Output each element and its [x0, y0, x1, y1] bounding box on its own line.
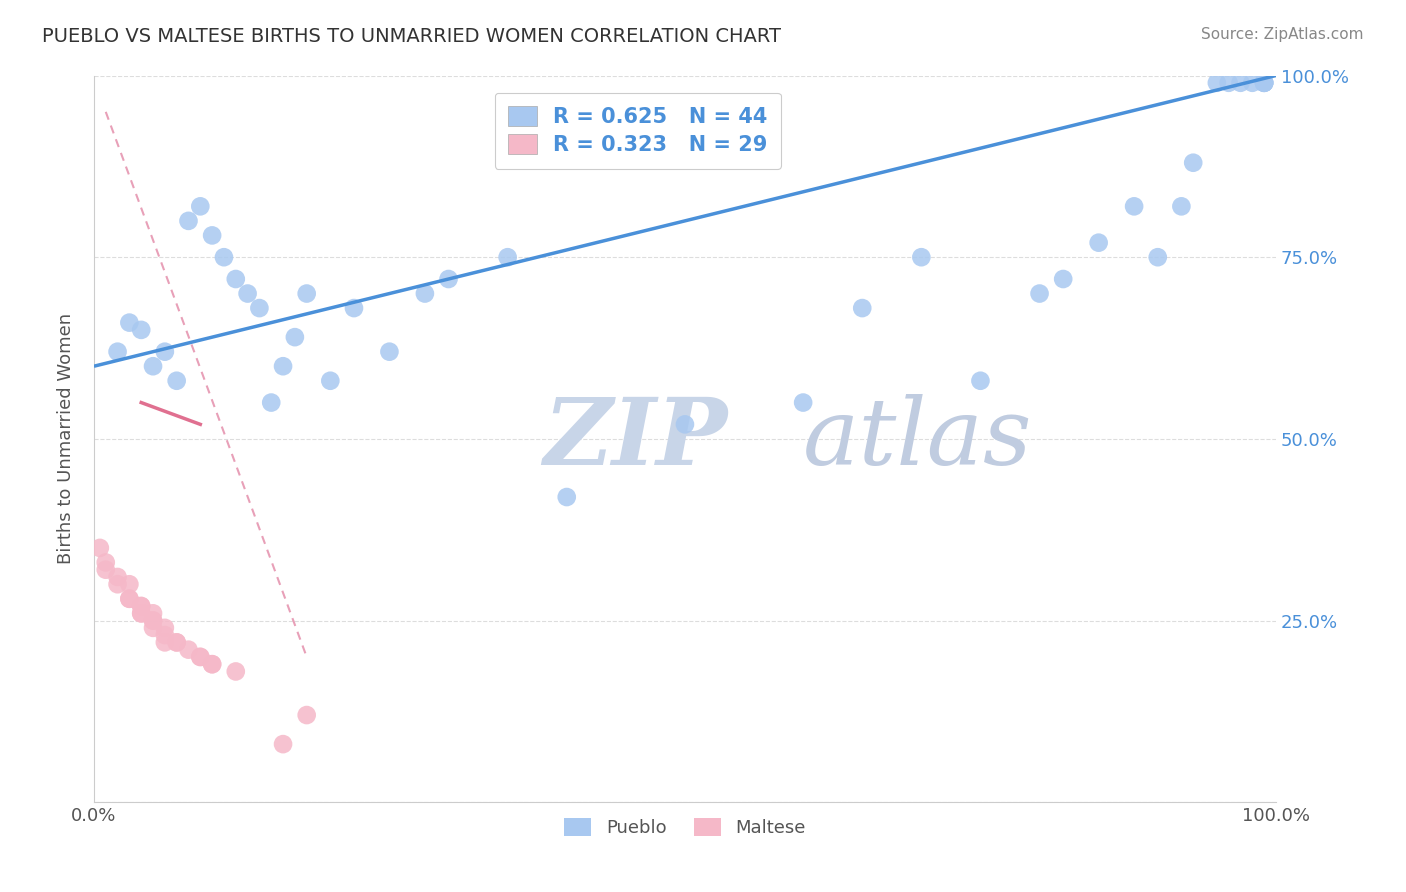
- Point: [188, 649, 211, 664]
- Text: Source: ZipAtlas.com: Source: ZipAtlas.com: [1201, 27, 1364, 42]
- Point: [413, 286, 436, 301]
- Point: [142, 607, 165, 621]
- Point: [555, 490, 578, 504]
- Point: [673, 417, 696, 432]
- Point: [142, 614, 165, 628]
- Point: [142, 359, 165, 374]
- Point: [166, 374, 188, 388]
- Legend: Pueblo, Maltese: Pueblo, Maltese: [557, 810, 813, 844]
- Point: [260, 395, 283, 409]
- Point: [1241, 76, 1264, 90]
- Point: [496, 250, 519, 264]
- Point: [94, 556, 117, 570]
- Point: [1253, 76, 1275, 90]
- Text: PUEBLO VS MALTESE BIRTHS TO UNMARRIED WOMEN CORRELATION CHART: PUEBLO VS MALTESE BIRTHS TO UNMARRIED WO…: [42, 27, 782, 45]
- Point: [1170, 199, 1192, 213]
- Point: [153, 344, 176, 359]
- Point: [295, 286, 318, 301]
- Point: [295, 708, 318, 723]
- Point: [319, 374, 342, 388]
- Point: [225, 665, 247, 679]
- Point: [129, 599, 152, 613]
- Point: [153, 628, 176, 642]
- Point: [851, 301, 873, 315]
- Text: ZIP: ZIP: [543, 394, 727, 483]
- Point: [142, 621, 165, 635]
- Point: [437, 272, 460, 286]
- Point: [129, 323, 152, 337]
- Point: [94, 563, 117, 577]
- Point: [89, 541, 111, 555]
- Point: [236, 286, 259, 301]
- Point: [153, 635, 176, 649]
- Point: [271, 737, 294, 751]
- Point: [118, 591, 141, 606]
- Point: [378, 344, 401, 359]
- Point: [1087, 235, 1109, 250]
- Point: [107, 344, 129, 359]
- Point: [129, 599, 152, 613]
- Point: [1253, 76, 1275, 90]
- Point: [142, 614, 165, 628]
- Point: [107, 577, 129, 591]
- Point: [118, 316, 141, 330]
- Text: atlas: atlas: [803, 394, 1032, 483]
- Point: [910, 250, 932, 264]
- Point: [177, 214, 200, 228]
- Point: [249, 301, 271, 315]
- Point: [284, 330, 307, 344]
- Point: [1028, 286, 1050, 301]
- Point: [201, 657, 224, 672]
- Point: [188, 649, 211, 664]
- Point: [1123, 199, 1146, 213]
- Point: [153, 621, 176, 635]
- Point: [1229, 76, 1251, 90]
- Point: [343, 301, 366, 315]
- Point: [1218, 76, 1240, 90]
- Point: [118, 591, 141, 606]
- Point: [212, 250, 235, 264]
- Point: [1052, 272, 1074, 286]
- Point: [201, 657, 224, 672]
- Y-axis label: Births to Unmarried Women: Births to Unmarried Women: [58, 313, 75, 565]
- Point: [969, 374, 991, 388]
- Point: [188, 199, 211, 213]
- Point: [225, 272, 247, 286]
- Point: [166, 635, 188, 649]
- Point: [792, 395, 814, 409]
- Point: [271, 359, 294, 374]
- Point: [1146, 250, 1168, 264]
- Point: [166, 635, 188, 649]
- Point: [1253, 76, 1275, 90]
- Point: [118, 577, 141, 591]
- Point: [201, 228, 224, 243]
- Point: [1182, 155, 1205, 169]
- Point: [129, 607, 152, 621]
- Point: [177, 642, 200, 657]
- Point: [1253, 76, 1275, 90]
- Point: [129, 607, 152, 621]
- Point: [107, 570, 129, 584]
- Point: [1205, 76, 1227, 90]
